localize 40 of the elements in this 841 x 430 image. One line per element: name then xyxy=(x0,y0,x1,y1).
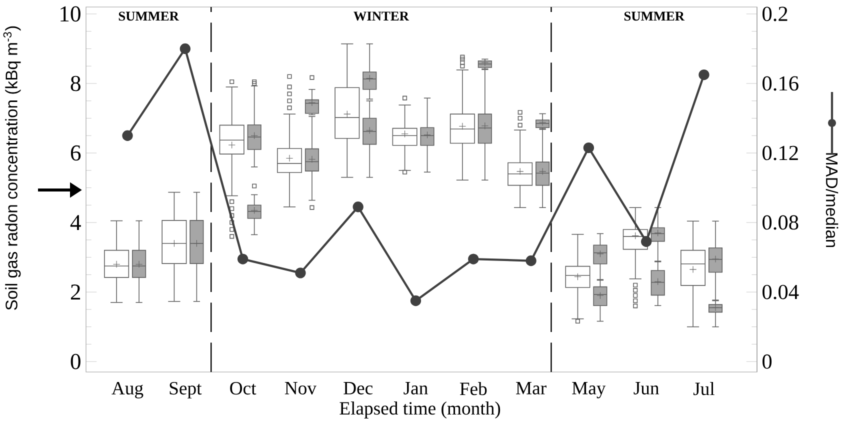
y-tick-label: 10 xyxy=(60,6,80,22)
annotation: SUMMER xyxy=(118,12,180,21)
y2-tick-label: 0.2 xyxy=(762,6,788,22)
point xyxy=(526,255,536,266)
x-tick-label: Feb xyxy=(460,382,487,396)
x-tick-label: Mar xyxy=(516,382,546,394)
y2-tick-label: 0.12 xyxy=(762,146,798,160)
x-tick-label: Nov xyxy=(284,382,317,394)
point xyxy=(698,69,710,80)
y2-tick-label: 0.16 xyxy=(762,76,798,91)
x-tick-label: Dec xyxy=(344,382,373,394)
y-axis-title: Soil gas radon concentration (kBq m$^{-3}$) xyxy=(3,26,21,310)
point xyxy=(583,142,594,154)
y2-axis-title: MAD/median xyxy=(826,153,838,248)
x-tick-label: Oct xyxy=(230,382,256,395)
point xyxy=(468,254,479,264)
y-tick-label: 0 xyxy=(70,354,80,370)
point xyxy=(237,254,248,264)
x-tick-label: Jun xyxy=(634,382,660,394)
x-tick-label: May xyxy=(572,382,606,398)
x-axis-title: Elapsed time (month) xyxy=(340,402,500,418)
x-tick-label: Sept xyxy=(170,382,202,398)
point xyxy=(295,268,306,278)
annotation: SUMMER xyxy=(624,12,685,21)
annotation: WINTER xyxy=(354,12,410,21)
x-tick-label: Jan xyxy=(404,382,428,394)
point xyxy=(410,295,422,306)
point xyxy=(180,43,190,54)
y2-tick-label: 0.08 xyxy=(762,215,798,230)
x-tick-label: Aug xyxy=(112,382,144,398)
y2-tick-label: 0.04 xyxy=(762,284,799,300)
y-tick-label: 6 xyxy=(70,145,81,161)
x-tick-label: Jul xyxy=(693,382,714,396)
y2-tick-label: 0 xyxy=(762,354,772,369)
y-tick-label: 8 xyxy=(70,76,80,92)
point xyxy=(640,236,652,247)
point xyxy=(352,202,364,212)
y-tick-label: 4 xyxy=(70,215,81,230)
y-tick-label: 2 xyxy=(70,284,80,300)
point xyxy=(122,130,133,141)
